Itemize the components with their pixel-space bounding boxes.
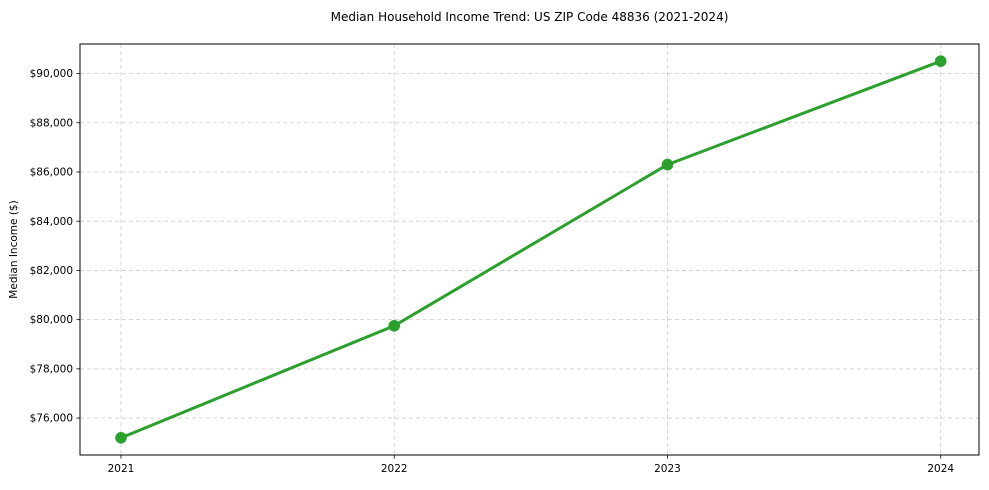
x-tick-label: 2023 (654, 463, 681, 475)
grid-layer (80, 44, 979, 455)
y-tick-label: $80,000 (30, 314, 73, 326)
x-tick-label: 2024 (927, 463, 954, 475)
trend-line (119, 59, 943, 440)
chart-title: Median Household Income Trend: US ZIP Co… (331, 10, 729, 24)
y-tick-label: $86,000 (30, 167, 73, 179)
axes-layer (76, 43, 980, 459)
y-tick-label: $82,000 (30, 265, 73, 277)
tick-label-layer: $76,000 $78,000 $80,000 $82,000 $84,000 $86,0… (30, 68, 955, 475)
y-tick-label: $90,000 (30, 68, 73, 80)
y-tick-label: $78,000 (30, 363, 73, 375)
plot-border (79, 43, 980, 456)
y-tick-label: $76,000 (30, 413, 73, 425)
series-layer (115, 55, 947, 444)
y-tick-label: $88,000 (30, 117, 73, 129)
y-tick-label: $84,000 (30, 216, 73, 228)
x-tick-label: 2021 (108, 463, 135, 475)
y-axis-label: Median Income ($) (8, 200, 20, 298)
data-point-marker (388, 320, 401, 332)
data-point-marker (661, 158, 674, 171)
x-tick-label: 2022 (381, 463, 408, 475)
data-point-marker (934, 55, 947, 67)
data-point-marker (115, 432, 127, 444)
